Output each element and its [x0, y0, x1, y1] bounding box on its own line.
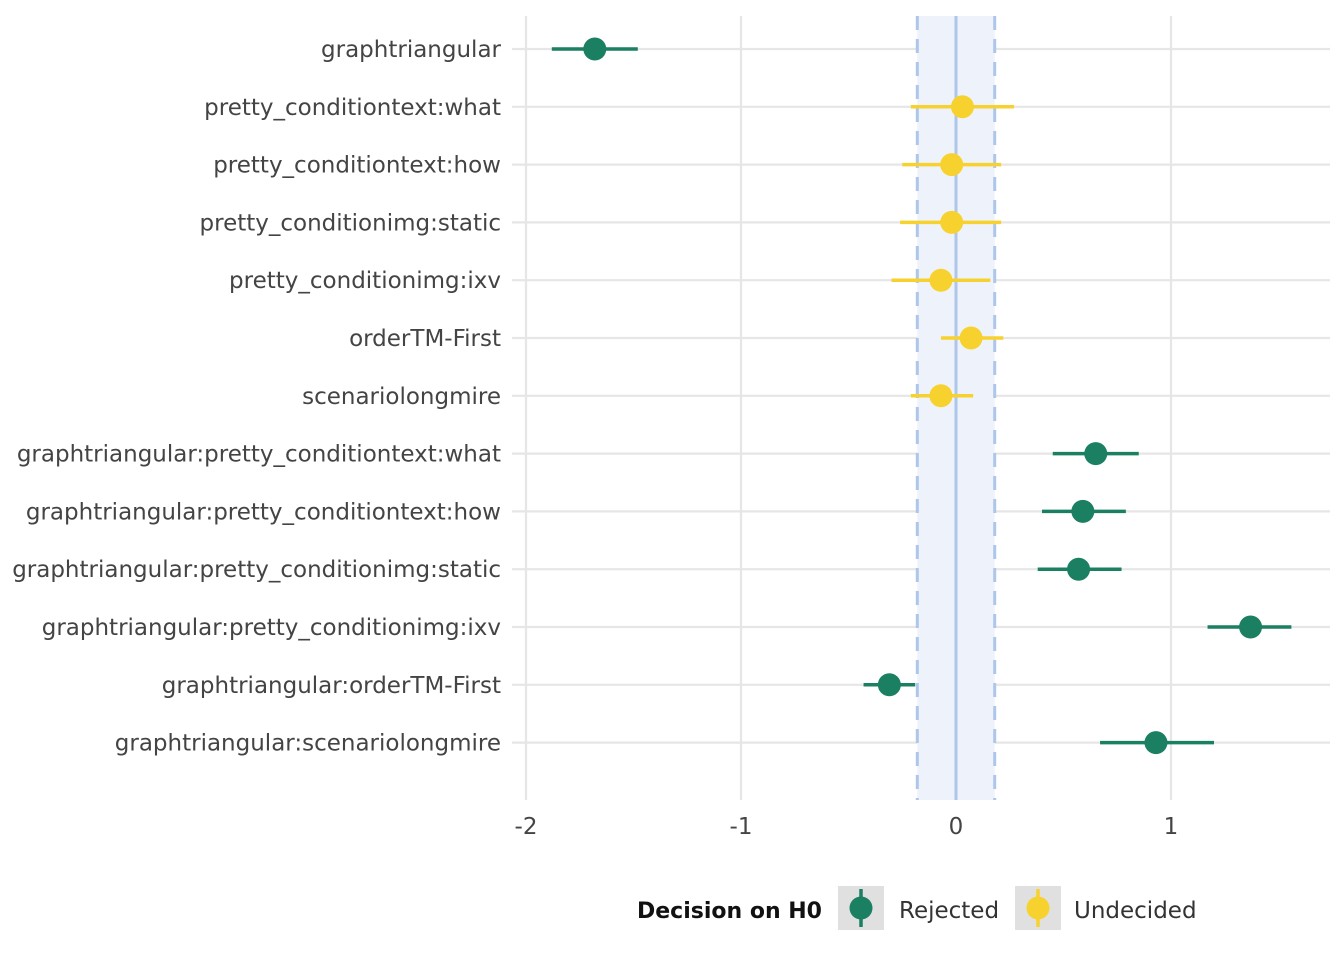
y-tick-labels: graphtriangular pretty_conditiontext:what…	[12, 37, 501, 757]
estimate-point	[929, 268, 953, 292]
y-tick-label: graphtriangular	[321, 37, 502, 63]
estimate-point	[1071, 499, 1095, 523]
estimate-point	[1239, 615, 1263, 639]
y-tick-label: graphtriangular:orderTM-First	[162, 673, 501, 699]
legend-label: Rejected	[899, 898, 999, 924]
x-tick-label: 1	[1164, 814, 1179, 840]
y-tick-label: orderTM-First	[349, 326, 501, 352]
legend-key-point	[1026, 896, 1050, 920]
y-tick-label: pretty_conditiontext:what	[204, 95, 501, 121]
y-tick-label: scenariolongmire	[302, 384, 501, 410]
point-layer	[583, 37, 1263, 755]
y-tick-label: pretty_conditiontext:how	[213, 153, 501, 179]
y-tick-label: graphtriangular:pretty_conditionimg:stat…	[12, 557, 501, 583]
estimate-point	[583, 37, 607, 61]
estimate-point	[1084, 442, 1108, 466]
x-tick-label: 0	[949, 814, 964, 840]
y-tick-label: pretty_conditionimg:static	[200, 210, 501, 236]
legend: Decision on H0 Rejected Undecided	[637, 886, 1197, 930]
legend-key-point	[849, 896, 873, 920]
x-tick-labels: -2 -1 0 1	[515, 814, 1179, 840]
estimate-point	[959, 326, 983, 350]
x-tick-label: -2	[515, 814, 538, 840]
estimate-point	[940, 210, 964, 234]
estimate-point	[950, 95, 974, 119]
legend-title: Decision on H0	[637, 899, 822, 924]
legend-entries: Rejected Undecided	[838, 886, 1197, 930]
y-tick-label: graphtriangular:pretty_conditionimg:ixv	[42, 615, 501, 641]
estimate-point	[1144, 731, 1168, 755]
rope-band	[915, 16, 997, 800]
estimate-point	[940, 153, 964, 177]
estimate-point	[1067, 557, 1091, 581]
x-tick-label: -1	[730, 814, 753, 840]
y-tick-label: graphtriangular:scenariolongmire	[115, 731, 501, 757]
estimate-point	[929, 384, 953, 408]
y-tick-label: graphtriangular:pretty_conditiontext:wha…	[17, 442, 501, 468]
y-tick-label: graphtriangular:pretty_conditiontext:how	[26, 499, 501, 525]
legend-label: Undecided	[1074, 898, 1197, 924]
estimate-point	[877, 673, 901, 697]
y-tick-label: pretty_conditionimg:ixv	[229, 268, 501, 294]
